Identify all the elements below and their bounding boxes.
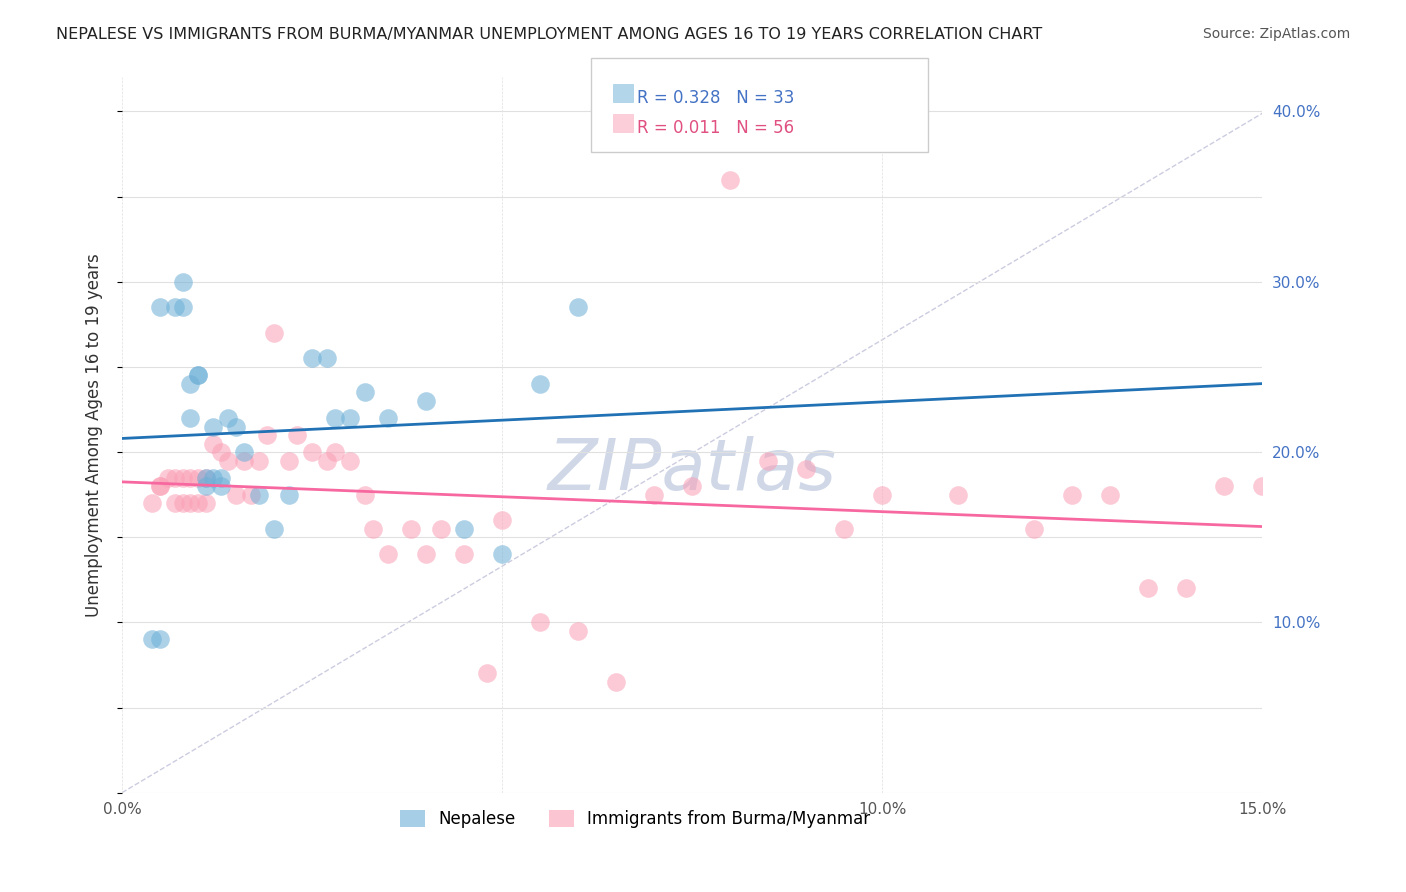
Point [377,411,399,425]
Point [681,479,703,493]
Point [172,496,194,510]
Point [323,411,346,425]
Point [187,470,209,484]
Point [202,436,225,450]
Point [567,301,589,315]
Point [202,470,225,484]
Point [643,488,665,502]
Point [361,522,384,536]
Point [218,453,240,467]
Point [194,479,217,493]
Text: R = 0.011   N = 56: R = 0.011 N = 56 [637,119,794,136]
Point [1024,522,1046,536]
Point [872,488,894,502]
Point [209,470,232,484]
Point [491,513,513,527]
Point [430,522,453,536]
Legend: Nepalese, Immigrants from Burma/Myanmar: Nepalese, Immigrants from Burma/Myanmar [394,803,877,834]
Point [415,547,437,561]
Point [247,453,270,467]
Point [453,522,475,536]
Point [149,632,172,647]
Point [399,522,422,536]
Text: ZIPatlas: ZIPatlas [548,436,837,505]
Point [453,547,475,561]
Point [718,172,741,186]
Point [165,301,187,315]
Point [491,547,513,561]
Point [948,488,970,502]
Point [278,488,301,502]
Point [232,445,254,459]
Text: R = 0.328   N = 33: R = 0.328 N = 33 [637,89,794,107]
Point [179,411,201,425]
Point [179,470,201,484]
Point [354,488,377,502]
Point [339,411,361,425]
Point [794,462,817,476]
Point [209,445,232,459]
Point [232,453,254,467]
Point [141,632,163,647]
Point [247,488,270,502]
Point [756,453,779,467]
Point [149,479,172,493]
Point [179,376,201,391]
Point [316,453,339,467]
Point [301,445,323,459]
Point [278,453,301,467]
Point [172,275,194,289]
Point [256,428,278,442]
Point [323,445,346,459]
Point [834,522,856,536]
Point [354,385,377,400]
Point [1099,488,1122,502]
Point [202,419,225,434]
Point [165,470,187,484]
Point [567,624,589,638]
Point [301,351,323,366]
Point [149,301,172,315]
Point [187,368,209,383]
Point [415,394,437,409]
Point [285,428,308,442]
Point [172,301,194,315]
Text: Source: ZipAtlas.com: Source: ZipAtlas.com [1202,27,1350,41]
Point [240,488,263,502]
Point [165,496,187,510]
Point [529,376,551,391]
Point [225,419,247,434]
Point [1213,479,1236,493]
Point [141,496,163,510]
Point [209,479,232,493]
Point [194,470,217,484]
Point [187,368,209,383]
Point [377,547,399,561]
Point [194,496,217,510]
Y-axis label: Unemployment Among Ages 16 to 19 years: Unemployment Among Ages 16 to 19 years [86,253,103,617]
Point [179,496,201,510]
Point [1251,479,1274,493]
Point [187,496,209,510]
Point [149,479,172,493]
Point [194,470,217,484]
Point [339,453,361,467]
Point [1175,582,1198,596]
Point [529,615,551,630]
Point [316,351,339,366]
Point [475,666,498,681]
Point [1062,488,1084,502]
Point [225,488,247,502]
Text: NEPALESE VS IMMIGRANTS FROM BURMA/MYANMAR UNEMPLOYMENT AMONG AGES 16 TO 19 YEARS: NEPALESE VS IMMIGRANTS FROM BURMA/MYANMA… [56,27,1042,42]
Point [263,326,285,340]
Point [605,675,627,690]
Point [218,411,240,425]
Point [1137,582,1160,596]
Point [172,470,194,484]
Point [263,522,285,536]
Point [156,470,179,484]
